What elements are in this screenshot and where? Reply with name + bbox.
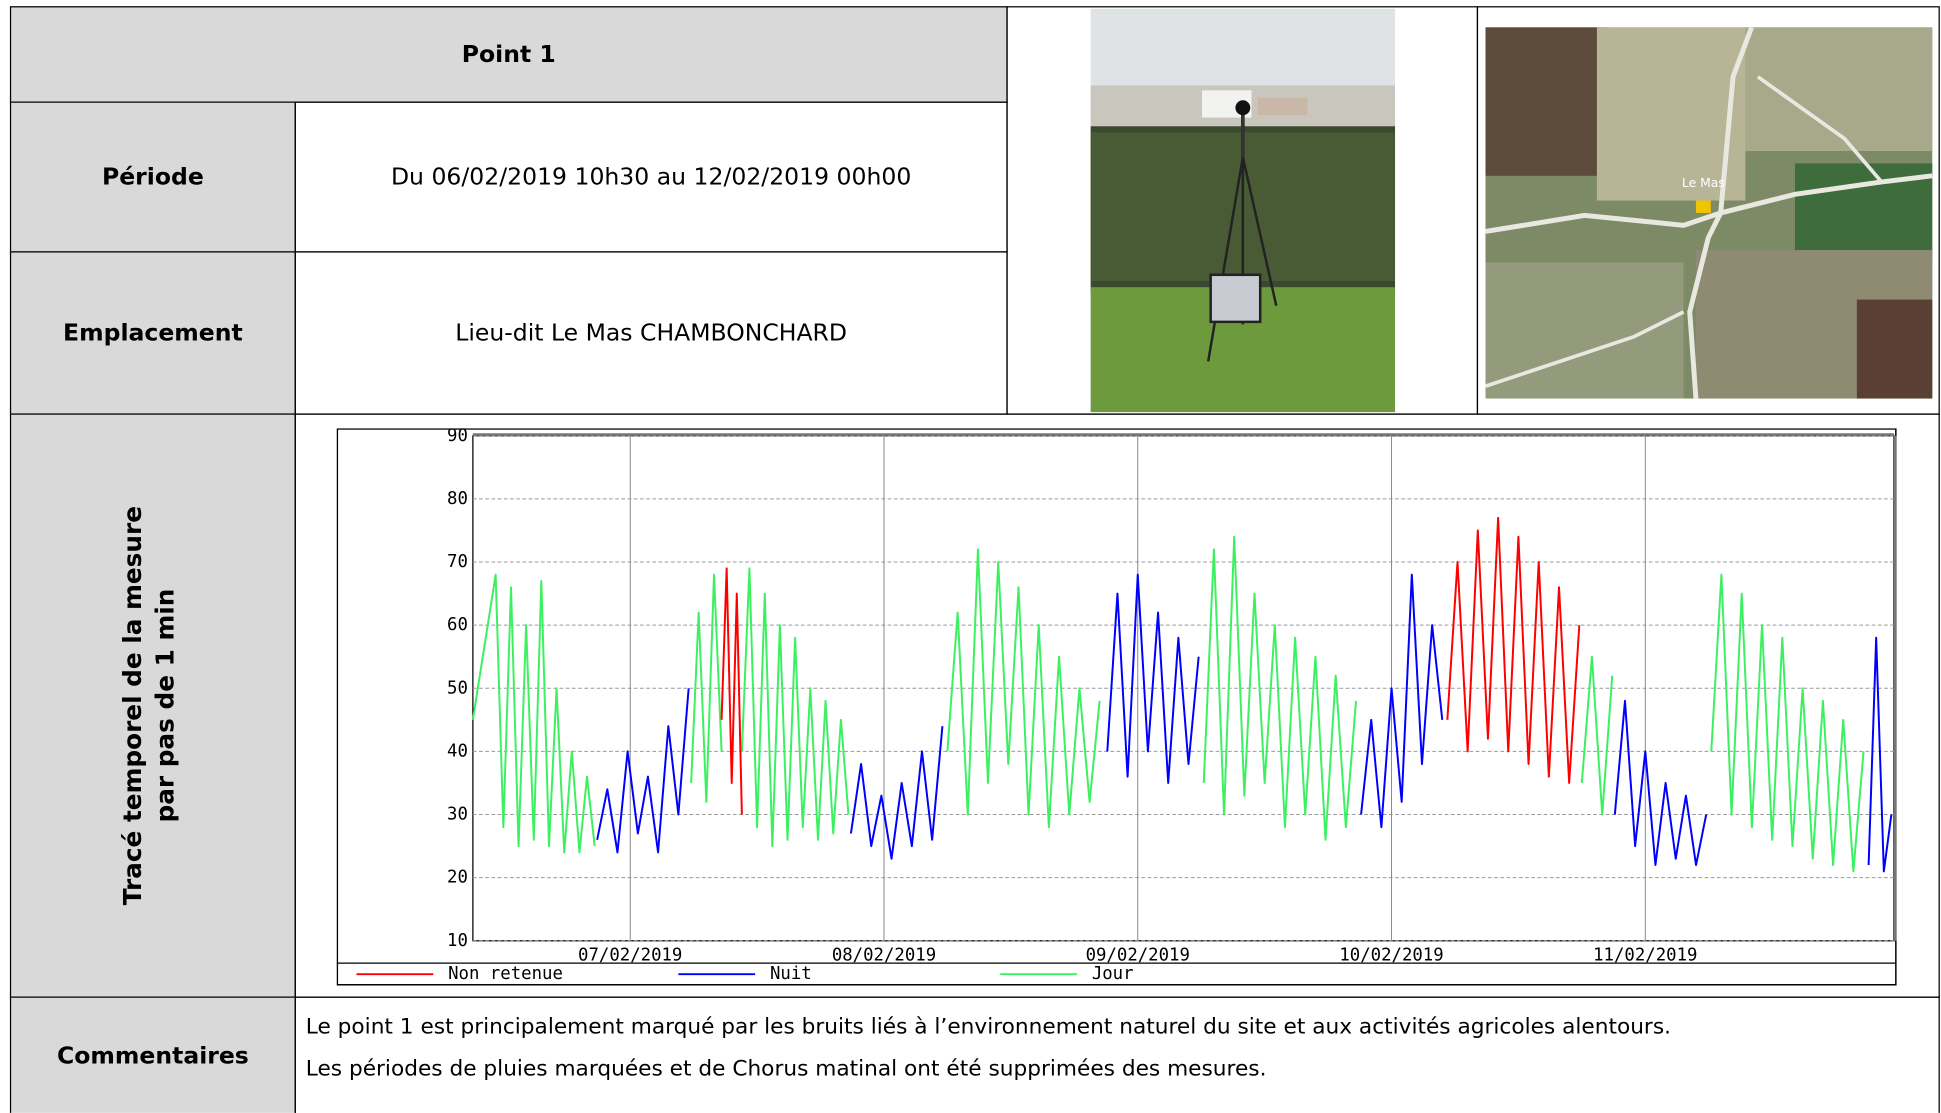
legend-label: Non retenue (448, 964, 563, 984)
y-tick-label: 40 (447, 741, 468, 761)
site-photo (1091, 9, 1396, 413)
comment-line: Le point 1 est principalement marqué par… (306, 1015, 1671, 1040)
y-tick-label: 70 (447, 552, 468, 572)
y-tick-label: 30 (447, 805, 468, 825)
trace-label: Tracé temporel de la mesure par pas de 1… (79, 421, 228, 990)
photo-cell (1006, 6, 1478, 415)
row-value: Du 06/02/2019 10h30 au 12/02/2019 00h00 (391, 163, 911, 190)
page: Point 1 Période Du 06/02/2019 10h30 au 1… (0, 0, 1941, 1113)
site-map: Le Mas (1485, 27, 1932, 398)
row-value: Lieu-dit Le Mas CHAMBONCHARD (455, 319, 847, 346)
trace-label-line: Tracé temporel de la mesure (118, 506, 147, 905)
title-cell: Point 1 (10, 6, 1008, 103)
legend-label: Nuit (770, 964, 812, 984)
y-tick-label: 20 (447, 868, 468, 888)
trace-label-line: par pas de 1 min (150, 589, 179, 823)
label-cell: Tracé temporel de la mesure par pas de 1… (10, 413, 296, 997)
comment-line: Les périodes de pluies marquées et de Ch… (306, 1057, 1267, 1082)
label-cell: Emplacement (10, 251, 296, 414)
map-label: Le Mas (1682, 176, 1725, 190)
y-tick-label: 60 (447, 615, 468, 635)
map-cell: Le Mas (1477, 6, 1940, 415)
row-label: Période (102, 163, 204, 190)
title: Point 1 (462, 41, 556, 68)
comments-label: Commentaires (57, 1042, 249, 1069)
label-cell: Commentaires (10, 997, 296, 1113)
y-tick-label: 10 (447, 931, 468, 951)
y-tick-label: 50 (447, 678, 468, 698)
y-tick-label: 80 (447, 489, 468, 509)
value-cell: Du 06/02/2019 10h30 au 12/02/2019 00h00 (295, 102, 1008, 253)
label-cell: Période (10, 102, 296, 253)
value-cell: Lieu-dit Le Mas CHAMBONCHARD (295, 251, 1008, 414)
y-tick-label: 90 (447, 428, 468, 445)
row-label: Emplacement (63, 319, 243, 346)
legend-label: Jour (1092, 964, 1134, 984)
comments-cell: Le point 1 est principalement marqué par… (295, 997, 1940, 1113)
